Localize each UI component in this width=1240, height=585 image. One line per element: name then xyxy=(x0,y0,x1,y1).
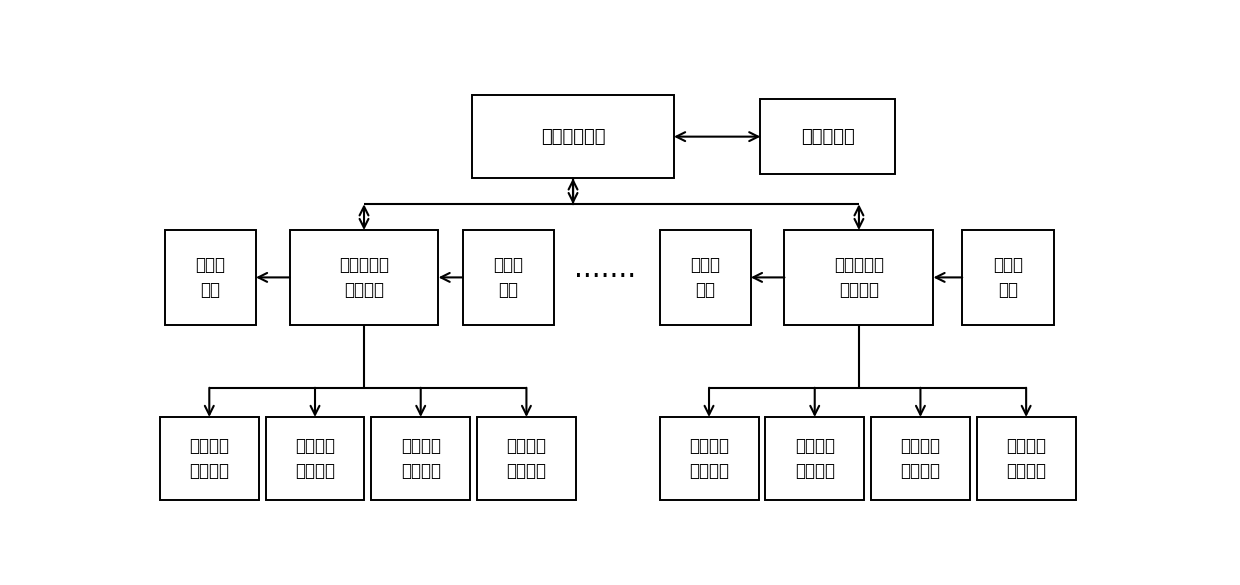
Bar xyxy=(660,417,759,500)
Bar xyxy=(371,417,470,500)
Text: 智能断
路器: 智能断 路器 xyxy=(691,256,720,299)
Text: 用电安全监
测主机１: 用电安全监 测主机１ xyxy=(339,256,389,299)
Text: 用电安全监
测主机ｎ: 用电安全监 测主机ｎ xyxy=(835,256,884,299)
Text: 智能断
路器: 智能断 路器 xyxy=(195,256,226,299)
Bar xyxy=(977,417,1075,500)
Bar xyxy=(477,417,575,500)
Bar xyxy=(472,95,675,178)
Text: 水浸传
感器: 水浸传 感器 xyxy=(494,256,523,299)
Text: 漏电检测平台: 漏电检测平台 xyxy=(541,128,605,146)
Bar xyxy=(660,230,751,325)
Text: 剩余电流
监测器１: 剩余电流 监测器１ xyxy=(689,437,729,480)
Bar xyxy=(785,230,934,325)
Bar xyxy=(160,417,259,500)
Text: 剩余电流
监测器４: 剩余电流 监测器４ xyxy=(1006,437,1047,480)
Bar xyxy=(760,99,895,174)
Bar xyxy=(870,417,970,500)
Text: ·······: ······· xyxy=(574,263,636,291)
Bar xyxy=(962,230,1054,325)
Text: 水浸传
感器: 水浸传 感器 xyxy=(993,256,1023,299)
Text: 剩余电流
监测器１: 剩余电流 监测器１ xyxy=(190,437,229,480)
Bar xyxy=(463,230,554,325)
Text: 剩余电流
监测器２: 剩余电流 监测器２ xyxy=(795,437,835,480)
Text: 微信客户端: 微信客户端 xyxy=(801,128,854,146)
Text: 剩余电流
监测器３: 剩余电流 监测器３ xyxy=(401,437,440,480)
Text: 剩余电流
监测器３: 剩余电流 监测器３ xyxy=(900,437,940,480)
Bar xyxy=(765,417,864,500)
Bar xyxy=(290,230,439,325)
Text: 剩余电流
监测器４: 剩余电流 监测器４ xyxy=(506,437,547,480)
Bar xyxy=(165,230,255,325)
Bar xyxy=(265,417,365,500)
Text: 剩余电流
监测器２: 剩余电流 监测器２ xyxy=(295,437,335,480)
